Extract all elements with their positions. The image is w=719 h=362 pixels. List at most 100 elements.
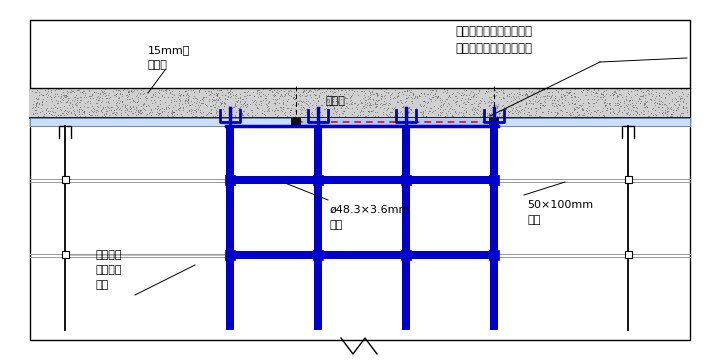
Point <box>206 98 218 104</box>
Point <box>206 108 217 113</box>
Point <box>94 94 106 100</box>
Point <box>378 88 390 94</box>
Point <box>358 88 370 93</box>
Point <box>39 87 50 92</box>
Point <box>275 93 287 98</box>
Point <box>674 112 685 118</box>
Point <box>198 114 210 120</box>
Point <box>444 105 455 110</box>
Point <box>233 112 244 118</box>
Point <box>584 111 595 117</box>
Point <box>674 98 686 104</box>
Point <box>431 87 442 93</box>
Point <box>467 94 479 100</box>
Point <box>677 91 689 97</box>
Point <box>96 88 107 93</box>
Point <box>346 111 357 117</box>
Point <box>485 111 496 117</box>
Point <box>597 106 609 111</box>
Point <box>166 110 178 116</box>
Point <box>122 106 133 112</box>
Point <box>206 110 217 116</box>
Point <box>473 100 485 106</box>
Point <box>468 100 480 106</box>
Point <box>321 97 333 102</box>
Text: 后浇带模板独立搭设范围: 后浇带模板独立搭设范围 <box>455 25 532 38</box>
Point <box>332 93 344 99</box>
Point <box>303 89 314 95</box>
Point <box>312 110 324 116</box>
Point <box>249 112 260 118</box>
Point <box>674 95 686 101</box>
Point <box>493 107 505 113</box>
Point <box>37 92 48 98</box>
Point <box>393 90 404 96</box>
Point <box>597 94 608 100</box>
Point <box>369 113 380 119</box>
Point <box>179 88 191 94</box>
Point <box>178 105 189 110</box>
Point <box>116 91 127 97</box>
Point <box>407 91 418 97</box>
Point <box>370 103 382 109</box>
Point <box>638 111 650 117</box>
Point <box>470 105 481 111</box>
Point <box>482 110 493 115</box>
Point <box>640 98 651 104</box>
Point <box>262 107 274 113</box>
Point <box>207 86 219 92</box>
Point <box>160 90 172 96</box>
Point <box>93 96 104 101</box>
Point <box>613 87 624 93</box>
Point <box>415 114 426 120</box>
Point <box>443 101 454 107</box>
Point <box>403 108 414 114</box>
Point <box>557 94 568 100</box>
Point <box>528 89 539 94</box>
Point <box>159 87 170 92</box>
Point <box>270 105 282 111</box>
Point <box>405 110 416 116</box>
Point <box>260 101 271 106</box>
Point <box>222 90 234 96</box>
Point <box>546 92 558 98</box>
Point <box>234 113 246 119</box>
Point <box>533 90 544 96</box>
Point <box>642 108 654 113</box>
Point <box>370 109 381 115</box>
Point <box>78 110 90 116</box>
Point <box>631 108 642 114</box>
Point <box>371 101 383 107</box>
Point <box>457 100 468 105</box>
Point <box>29 104 41 110</box>
Point <box>167 109 178 115</box>
Point <box>582 96 594 102</box>
Point <box>70 100 81 106</box>
Point <box>275 91 286 97</box>
Point <box>127 89 138 95</box>
Point <box>457 112 469 118</box>
Point <box>75 97 86 102</box>
Point <box>481 89 493 95</box>
Point <box>406 95 418 101</box>
Point <box>631 87 643 92</box>
Point <box>71 97 83 103</box>
Point <box>607 92 618 97</box>
Point <box>357 96 369 101</box>
Point <box>364 109 375 114</box>
Point <box>512 93 523 99</box>
Point <box>97 89 109 95</box>
Point <box>596 92 608 97</box>
Point <box>134 108 146 113</box>
Point <box>52 98 63 104</box>
Point <box>672 106 683 111</box>
Point <box>260 92 271 98</box>
Point <box>173 102 185 108</box>
Point <box>185 102 196 108</box>
Point <box>353 92 365 98</box>
Point <box>191 97 203 102</box>
Point <box>418 102 430 108</box>
Point <box>677 104 688 110</box>
Point <box>401 87 413 92</box>
Point <box>81 104 93 110</box>
